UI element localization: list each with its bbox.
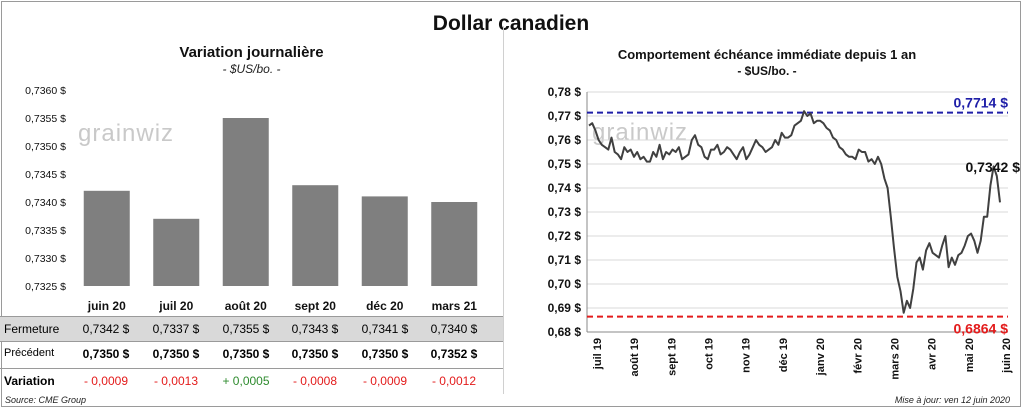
row-label: Variation bbox=[4, 374, 55, 388]
left-chart-subtitle: - $US/bo. - bbox=[222, 62, 281, 76]
x-tick-label: sept 20 bbox=[295, 299, 337, 313]
line-chart: grainwiz 0,68 $ 0,69 $ 0,70 $ 0,71 $ 0,72 $ 0,… bbox=[548, 85, 1021, 380]
bar bbox=[222, 118, 269, 286]
watermark: grainwiz bbox=[78, 120, 174, 147]
x-tick-label: mars 21 bbox=[432, 299, 478, 313]
table-row-fermeture: Fermeture 0,7342 $ 0,7337 $ 0,7355 $ 0,7… bbox=[0, 316, 503, 342]
x-tick-label: déc 20 bbox=[366, 299, 404, 313]
price-line bbox=[588, 110, 1001, 314]
cell-value: 0,7352 $ bbox=[430, 347, 478, 361]
x-tick-label: nov 19 bbox=[741, 338, 753, 373]
x-tick-label: janv 20 bbox=[815, 338, 827, 376]
cell-value: 0,7337 $ bbox=[152, 322, 200, 336]
x-tick-label: août 20 bbox=[225, 299, 267, 313]
update-note: Mise à jour: ven 12 juin 2020 bbox=[894, 395, 1010, 405]
y-tick-label: 0,70 $ bbox=[548, 277, 582, 291]
y-tick-label: 0,73 $ bbox=[548, 205, 582, 219]
y-tick-label: 0,72 $ bbox=[548, 229, 582, 243]
bar bbox=[431, 202, 478, 286]
x-tick-label: juin 20 bbox=[87, 299, 126, 313]
y-tick-label: 0,71 $ bbox=[548, 253, 582, 267]
cell-value: 0,7350 $ bbox=[361, 347, 409, 361]
x-tick-label: juil 19 bbox=[592, 338, 604, 370]
row-label: Fermeture bbox=[4, 322, 60, 336]
cell-change: - 0,0009 bbox=[362, 374, 408, 388]
y-tick-label: 0,7350 $ bbox=[25, 141, 66, 153]
cell-change: - 0,0012 bbox=[431, 374, 477, 388]
x-tick-label: mars 20 bbox=[889, 338, 901, 380]
cell-change: - 0,0013 bbox=[153, 374, 199, 388]
y-tick-label: 0,77 $ bbox=[548, 109, 582, 123]
cell-value: 0,7355 $ bbox=[222, 322, 270, 336]
cell-value: 0,7340 $ bbox=[430, 322, 478, 336]
x-tick-label: août 19 bbox=[629, 338, 641, 377]
low-label: 0,6864 $ bbox=[954, 321, 1009, 337]
left-chart-title: Variation journalière bbox=[179, 44, 324, 61]
cell-value: 0,7350 $ bbox=[222, 347, 270, 361]
bar bbox=[292, 185, 339, 286]
right-chart-title: Comportement échéance immédiate depuis 1… bbox=[617, 47, 917, 62]
right-chart-subtitle: - $US/bo. - bbox=[737, 64, 797, 78]
y-tick-label: 0,74 $ bbox=[548, 181, 582, 195]
cell-change: - 0,0008 bbox=[292, 374, 338, 388]
cell-value: 0,7341 $ bbox=[361, 322, 409, 336]
page-title: Dollar canadien bbox=[432, 12, 590, 35]
table-row-variation: Variation - 0,0009 - 0,0013 + 0,0005 - 0… bbox=[0, 368, 503, 393]
x-tick-label: oct 19 bbox=[704, 338, 716, 370]
last-price-label: 0,7342 $ bbox=[966, 159, 1021, 175]
x-tick-label: sept 19 bbox=[666, 338, 678, 376]
x-tick-label: avr 20 bbox=[927, 338, 939, 370]
cell-change: - 0,0009 bbox=[83, 374, 129, 388]
y-tick-label: 0,68 $ bbox=[548, 325, 582, 339]
x-tick-label: déc 19 bbox=[778, 338, 790, 372]
y-tick-label: 0,7325 $ bbox=[25, 281, 66, 293]
cell-value: 0,7342 $ bbox=[82, 322, 130, 336]
x-tick-label: févr 20 bbox=[852, 338, 864, 373]
cell-value: 0,7350 $ bbox=[82, 347, 130, 361]
x-tick-label: juil 20 bbox=[158, 299, 193, 313]
high-label: 0,7714 $ bbox=[954, 95, 1009, 111]
panel-divider bbox=[503, 26, 504, 394]
cell-value: 0,7350 $ bbox=[291, 347, 339, 361]
source-note: Source: CME Group bbox=[5, 395, 87, 405]
y-tick-label: 0,76 $ bbox=[548, 133, 582, 147]
y-tick-label: 0,75 $ bbox=[548, 157, 582, 171]
cell-value: 0,7343 $ bbox=[291, 322, 339, 336]
bar bbox=[361, 196, 408, 286]
cell-change: + 0,0005 bbox=[222, 374, 270, 388]
y-tick-label: 0,7330 $ bbox=[25, 253, 66, 265]
bar-chart: grainwiz 0,7325 $ 0,7330 $ 0,7335 $ 0,7340 $… bbox=[25, 85, 478, 313]
y-tick-label: 0,7335 $ bbox=[25, 225, 66, 237]
y-tick-label: 0,7340 $ bbox=[25, 197, 66, 209]
y-tick-label: 0,69 $ bbox=[548, 301, 582, 315]
cell-value: 0,7350 $ bbox=[152, 347, 200, 361]
watermark: grainwiz bbox=[592, 119, 688, 146]
y-tick-label: 0,7355 $ bbox=[25, 113, 66, 125]
y-tick-label: 0,78 $ bbox=[548, 85, 582, 99]
x-tick-label: mai 20 bbox=[964, 338, 976, 372]
x-tick-label: juin 20 bbox=[1001, 338, 1013, 374]
table-row-precedent: Précédent 0,7350 $ 0,7350 $ 0,7350 $ 0,7… bbox=[0, 342, 503, 366]
bar bbox=[153, 218, 200, 286]
y-tick-label: 0,7345 $ bbox=[25, 169, 66, 181]
row-label: Précédent bbox=[4, 347, 55, 359]
bar bbox=[83, 190, 130, 286]
y-tick-label: 0,7360 $ bbox=[25, 85, 66, 97]
